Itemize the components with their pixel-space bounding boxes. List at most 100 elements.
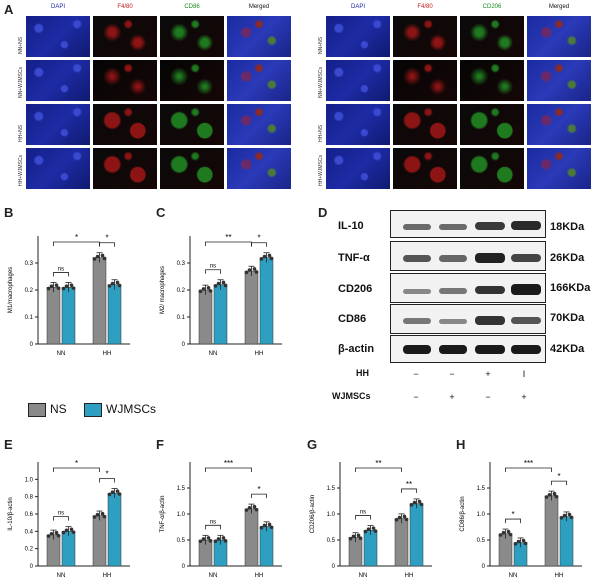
y-tick-label: 0 [30,342,34,348]
micrograph-tile [93,148,157,189]
panel-label-g: G [307,437,318,452]
significance-bracket [53,467,100,472]
data-point [373,529,378,533]
y-tick-label: 0.1 [177,315,186,321]
micrograph-tile [26,16,90,57]
micrograph-tile [26,60,90,101]
significance-label: ns [58,511,64,517]
data-point [523,541,528,546]
significance-label: ** [225,233,231,242]
data-point [547,492,552,497]
data-point [363,529,368,534]
data-point [54,283,59,287]
bar [61,531,76,567]
data-point [208,289,213,293]
y-tick-label: 0.5 [477,538,486,544]
data-point [213,284,218,288]
data-point [371,526,376,530]
micrograph-tile [227,16,291,57]
legend-ns-swatch [28,403,46,417]
bar [46,287,61,345]
data-point [402,514,407,519]
data-point [107,492,112,497]
significance-label: * [75,459,78,468]
data-point [259,525,264,530]
micro-col-header: DAPI [50,4,65,10]
y-tick-label: 1.0 [477,512,486,518]
data-point [404,517,409,522]
significance-bracket [505,518,521,524]
data-point [64,284,69,289]
significance-label: ns [210,264,216,270]
data-point [54,530,59,535]
bar [363,530,378,567]
wb-strip-tnfa [390,241,546,271]
significance-label: *** [524,459,533,468]
significance-bracket [505,467,552,472]
micro-col-header: DAPI [350,4,365,10]
micro-row-label: HH+NS [18,124,24,142]
data-point [216,537,221,541]
data-point [61,530,66,535]
data-point [201,537,206,541]
wb-mw-70kda: 70KDa [550,312,585,324]
y-tick-label: 0.8 [25,495,34,501]
significance-label: ns [210,519,216,525]
data-point [544,495,549,499]
data-point [107,284,112,288]
data-point [417,499,422,504]
x-tick-label: NN [57,351,66,357]
micrograph-tile [460,104,524,145]
data-point [358,536,363,541]
significance-label: * [257,485,260,494]
micrograph-tile [227,60,291,101]
chart-m1-macrophages: M1/macrophages 0 0.1 0.2 0.3 NN HH ns * * [8,233,130,357]
wb-label-il10: IL-10 [338,220,364,232]
micrograph-tile [460,60,524,101]
data-point [508,532,513,537]
bar [244,270,259,345]
micrograph-tile [160,104,224,145]
data-point [254,270,259,274]
significance-bracket [401,488,417,493]
micrograph-tile [393,60,457,101]
micro-row-label: NN+WJMSCs [18,67,24,98]
significance-label: ns [360,510,366,516]
x-tick-label: NN [209,351,218,357]
y-tick-label: 1.0 [25,477,34,483]
western-blot-panel: IL-10 TNF-α CD206 CD86 β-actin 18KDa 26K… [330,205,600,435]
bar [259,257,274,345]
significance-label: *** [224,459,233,468]
micrograph-tile [160,148,224,189]
significance-bracket [99,242,115,247]
wb-mw-26kda: 26KDa [550,252,585,264]
data-point [56,533,61,538]
y-tick-label: 0.5 [327,538,336,544]
data-point [247,268,252,272]
bar [259,526,274,567]
panel-label-c: C [156,205,166,220]
wb-strip-beta-actin [390,335,546,363]
wb-mw-18kda: 18KDa [550,221,585,233]
x-tick-label: HH [255,573,264,579]
data-point [552,491,557,496]
wb-wj-sign-1: − [413,392,419,402]
significance-label: * [105,470,108,479]
panel-label-f: F [156,437,164,452]
data-point [252,504,257,509]
micro-col-header: Merged [548,4,570,10]
micro-col-header: F4/80 [117,4,133,10]
data-point [221,280,226,285]
data-point [409,503,414,507]
significance-label: ** [375,459,381,468]
data-point [46,534,51,538]
data-point [46,286,51,291]
data-point [102,514,107,519]
data-point [71,286,76,290]
y-tick-label: 1.0 [327,512,336,518]
legend-ns-label: NS [50,402,67,416]
data-point [221,536,226,540]
